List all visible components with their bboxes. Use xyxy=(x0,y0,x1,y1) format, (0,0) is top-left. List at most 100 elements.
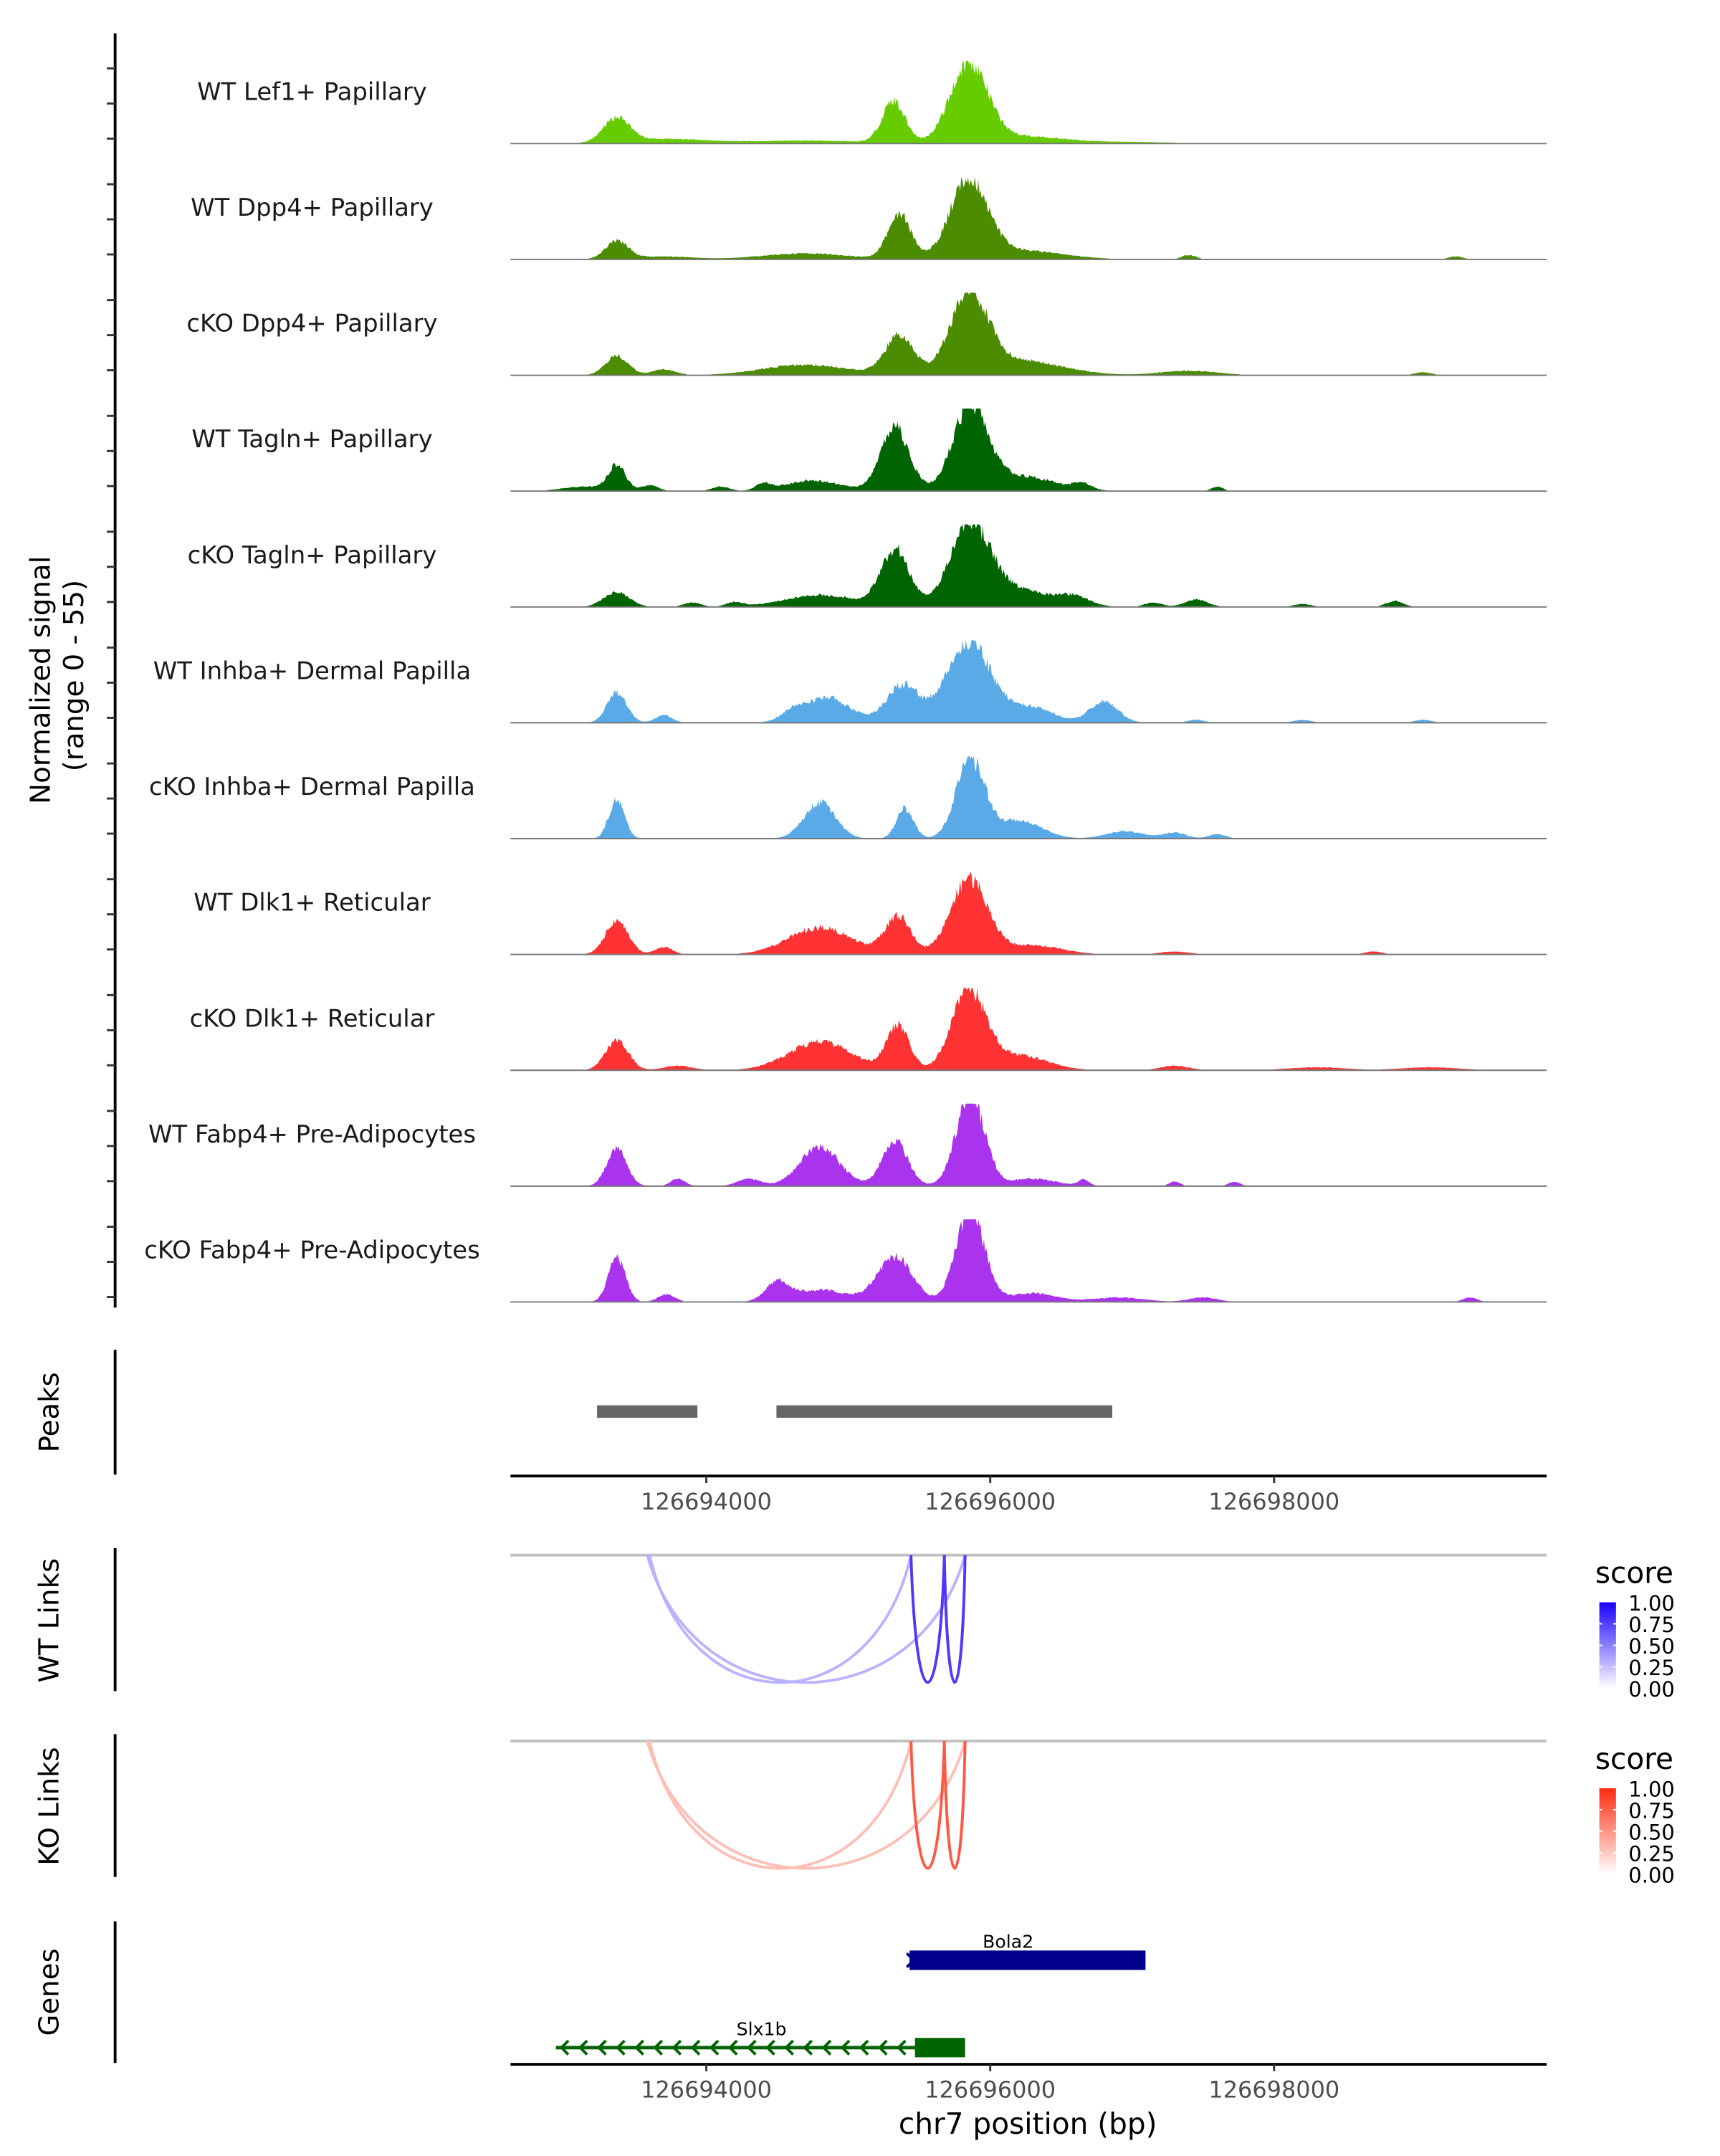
coverage-area xyxy=(510,1103,1547,1186)
x-axis-top: 126694000 126696000 126698000 xyxy=(510,1474,1547,1515)
strand-arrow-left-icon xyxy=(690,2039,701,2056)
strand-arrow-left-icon xyxy=(559,2039,570,2056)
coverage-area xyxy=(510,524,1547,607)
x-axis-title: chr7 position (bp) xyxy=(899,2107,1157,2141)
track-label: cKO Dpp4+ Papillary xyxy=(186,310,437,338)
x-tick-label: 126698000 xyxy=(1208,1488,1339,1515)
link-arc xyxy=(648,1740,913,1870)
legend-tick-label: 0.75 xyxy=(1628,1613,1675,1637)
gene-bola2: Bola2 xyxy=(905,1931,1146,1970)
gene-label: Bola2 xyxy=(983,1931,1033,1952)
peak-interval xyxy=(597,1405,698,1418)
strand-arrow-left-icon xyxy=(727,2039,738,2056)
x-tick-label: 126698000 xyxy=(1208,2076,1339,2103)
strand-arrow-left-icon xyxy=(746,2039,757,2056)
y-axis-title: Normalized signal (range 0 - 55) xyxy=(25,547,90,804)
legend-tick-label: 1.00 xyxy=(1628,1591,1675,1616)
strand-arrow-left-icon xyxy=(653,2039,664,2056)
coverage-track: WT Tagln+ Papillary xyxy=(191,409,1547,492)
coverage-track: WT Fabp4+ Pre-Adipocytes xyxy=(148,1103,1547,1187)
strand-arrow-left-icon xyxy=(896,2039,907,2056)
track-label: cKO Dlk1+ Reticular xyxy=(190,1004,435,1032)
strand-arrow-left-icon xyxy=(840,2039,851,2056)
strand-arrow-left-icon xyxy=(709,2039,720,2056)
coverage-track: WT Dlk1+ Reticular xyxy=(194,872,1547,955)
coverage-area xyxy=(510,176,1547,259)
legend-tick-label: 0.75 xyxy=(1628,1798,1675,1823)
legend-tick-label: 0.25 xyxy=(1628,1841,1675,1866)
link-arc xyxy=(942,1741,967,1870)
track-label: WT Lef1+ Papillary xyxy=(197,77,427,105)
coverage-track: WT Inhba+ Dermal Papilla xyxy=(153,640,1547,724)
gene-exon xyxy=(914,2038,965,2058)
track-label: WT Dpp4+ Papillary xyxy=(191,194,434,221)
coverage-area xyxy=(510,1219,1547,1302)
peaks-track: Peaks xyxy=(33,1350,1113,1475)
link-arc xyxy=(909,1555,946,1684)
legend-tick-label: 0.50 xyxy=(1628,1634,1675,1659)
y-axis-title-line-1: Normalized signal xyxy=(25,556,57,804)
genes-track-label: Genes xyxy=(33,1948,65,2036)
links-track-label: WT Links xyxy=(33,1558,65,1683)
track-label: WT Tagln+ Papillary xyxy=(191,425,432,453)
coverage-area xyxy=(510,872,1547,955)
legend-colorbar xyxy=(1599,1602,1616,1689)
strand-arrow-left-icon xyxy=(672,2039,682,2056)
legend-title: score xyxy=(1595,1742,1673,1776)
coverage-area xyxy=(510,292,1547,376)
strand-arrow-left-icon xyxy=(634,2039,644,2056)
coverage-area xyxy=(510,409,1547,492)
legend-tick-label: 0.00 xyxy=(1628,1863,1675,1887)
strand-arrow-left-icon xyxy=(877,2039,888,2056)
link-arc xyxy=(942,1555,967,1684)
x-tick-label: 126694000 xyxy=(641,1488,772,1515)
coverage-track: cKO Inhba+ Dermal Papilla xyxy=(149,755,1547,839)
track-label: WT Fabp4+ Pre-Adipocytes xyxy=(148,1120,476,1148)
gene-exon xyxy=(909,1950,1146,1970)
link-arc xyxy=(646,1555,967,1684)
links-track-label: KO Links xyxy=(33,1747,65,1865)
coverage-area xyxy=(510,640,1547,723)
coverage-area xyxy=(510,988,1547,1071)
coverage-tracks: WT Lef1+ Papillary WT Dpp4+ Papillary cKO … xyxy=(144,61,1547,1303)
track-label: cKO Fabp4+ Pre-Adipocytes xyxy=(144,1236,480,1264)
gene-slx1b: Slx1b xyxy=(555,2018,965,2058)
x-tick-label: 126696000 xyxy=(924,1488,1056,1515)
legend-tick-label: 0.00 xyxy=(1628,1677,1675,1702)
strand-arrow-left-icon xyxy=(578,2039,588,2056)
track-label: cKO Inhba+ Dermal Papilla xyxy=(149,773,475,801)
strand-arrow-left-icon xyxy=(616,2039,626,2056)
x-tick-label: 126696000 xyxy=(924,2076,1056,2103)
y-axis-title-line-2: (range 0 - 55) xyxy=(58,580,90,771)
link-arc xyxy=(909,1740,946,1870)
x-tick-label: 126694000 xyxy=(641,2076,772,2103)
coverage-track: cKO Fabp4+ Pre-Adipocytes xyxy=(144,1219,1547,1303)
track-label: WT Dlk1+ Reticular xyxy=(194,889,430,917)
legend-tick-label: 0.25 xyxy=(1628,1656,1675,1680)
x-axis-bottom: 126694000 126696000 126698000 xyxy=(510,2063,1547,2103)
coverage-track: WT Lef1+ Papillary xyxy=(197,61,1547,145)
link-arc xyxy=(648,1555,913,1684)
legend-tick-label: 0.50 xyxy=(1628,1820,1675,1844)
strand-arrow-left-icon xyxy=(859,2039,869,2056)
coverage-track: cKO Dlk1+ Reticular xyxy=(190,988,1547,1072)
gene-label: Slx1b xyxy=(737,2018,787,2039)
strand-arrow-left-icon xyxy=(821,2039,832,2056)
coverage-track: cKO Dpp4+ Papillary xyxy=(186,292,1547,376)
coverage-area xyxy=(510,61,1547,144)
coverage-track: WT Dpp4+ Papillary xyxy=(191,176,1547,260)
strand-arrow-left-icon xyxy=(765,2039,775,2056)
track-label: cKO Tagln+ Papillary xyxy=(188,541,437,569)
link-arc xyxy=(646,1740,967,1870)
legend-title: score xyxy=(1595,1555,1673,1590)
coverage-track: cKO Tagln+ Papillary xyxy=(188,524,1547,608)
legend-colorbar xyxy=(1599,1788,1616,1874)
peaks-track-label: Peaks xyxy=(33,1372,65,1452)
strand-arrow-left-icon xyxy=(803,2039,813,2056)
coverage-area xyxy=(510,755,1547,839)
